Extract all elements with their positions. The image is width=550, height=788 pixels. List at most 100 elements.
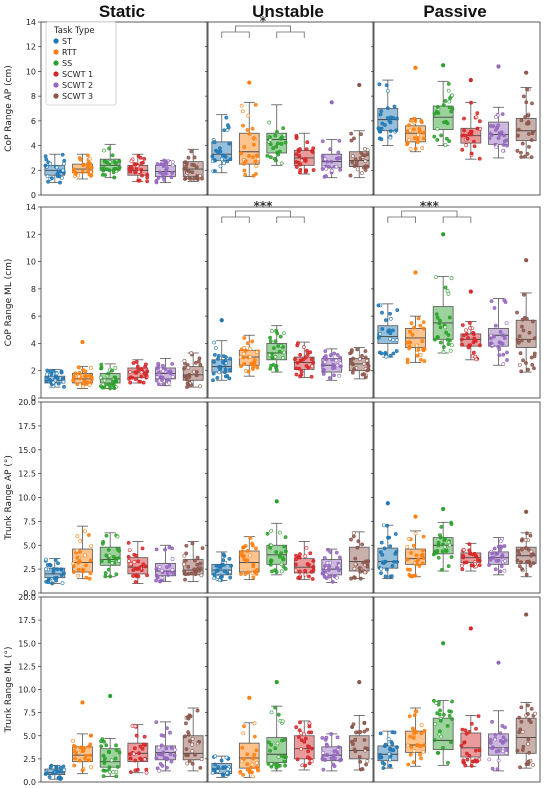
data-point	[241, 351, 246, 356]
box-st	[377, 730, 399, 770]
data-point	[246, 369, 251, 374]
y-tick-label: 6	[31, 117, 36, 126]
data-point	[385, 88, 390, 93]
data-point	[332, 764, 337, 769]
data-point	[211, 371, 216, 376]
data-point	[337, 138, 342, 143]
data-point	[78, 559, 82, 564]
data-point	[157, 370, 161, 375]
panel-trunk-ap-passive	[371, 401, 541, 594]
data-point	[44, 771, 49, 776]
data-point	[188, 739, 192, 744]
box-scwt-3	[348, 715, 370, 772]
data-point	[279, 562, 284, 567]
data-point	[500, 749, 505, 754]
data-point	[185, 385, 189, 389]
data-point	[185, 761, 190, 766]
data-point	[160, 162, 165, 167]
data-point	[307, 730, 311, 735]
data-point	[408, 128, 413, 133]
data-point	[416, 347, 421, 352]
data-point	[447, 713, 452, 718]
data-point	[446, 333, 451, 337]
data-point	[223, 370, 227, 375]
outlier-point	[108, 693, 113, 699]
data-point	[269, 764, 274, 769]
data-point	[222, 161, 226, 166]
data-point	[169, 746, 174, 750]
data-point	[239, 364, 243, 369]
data-point	[221, 558, 226, 562]
data-point	[169, 175, 174, 180]
data-point	[228, 575, 233, 580]
data-point	[184, 375, 189, 380]
data-point	[422, 359, 427, 363]
outlier-point	[329, 100, 334, 105]
data-point	[145, 369, 150, 374]
data-point	[126, 554, 131, 559]
data-point	[504, 751, 509, 755]
data-point	[405, 557, 410, 562]
box-scwt-1	[127, 359, 150, 385]
data-point	[363, 375, 368, 380]
data-point	[84, 575, 89, 580]
data-point	[518, 765, 522, 770]
data-point	[55, 376, 60, 380]
data-point	[253, 103, 258, 107]
data-point	[505, 358, 509, 362]
data-point	[464, 328, 468, 333]
data-point	[329, 168, 334, 173]
data-point	[323, 758, 327, 762]
data-point	[210, 770, 215, 775]
y-tick-label: 2	[31, 367, 36, 376]
data-point	[494, 128, 498, 132]
bracket-right	[442, 216, 472, 223]
data-point	[49, 372, 54, 376]
panel-frame	[207, 21, 374, 196]
data-point	[110, 383, 115, 387]
box-scwt-2	[487, 106, 510, 159]
legend-frame	[45, 21, 117, 106]
data-point	[526, 338, 531, 343]
data-point	[192, 155, 197, 160]
data-point	[138, 744, 143, 749]
data-point	[282, 755, 287, 759]
data-point	[520, 729, 525, 734]
data-point	[215, 574, 220, 579]
data-point	[295, 757, 300, 762]
data-point	[71, 375, 76, 379]
data-point	[106, 371, 111, 376]
data-point	[117, 750, 122, 755]
data-point	[388, 135, 393, 140]
data-point	[446, 291, 451, 296]
data-point	[498, 539, 503, 544]
significance-bracket: ***	[387, 199, 472, 223]
panel-cop-ap-static: 0 2 4 6 8 10 12 14	[26, 18, 208, 200]
data-point	[55, 567, 60, 572]
data-point	[388, 316, 393, 321]
data-point	[76, 567, 81, 572]
data-point	[218, 365, 223, 369]
data-point	[439, 524, 444, 529]
data-point	[51, 569, 56, 574]
data-point	[498, 731, 503, 736]
data-point	[297, 555, 302, 560]
column-title-static: Static	[99, 2, 145, 21]
data-point	[184, 551, 189, 556]
data-point	[159, 568, 164, 573]
data-point	[299, 369, 304, 374]
data-point	[160, 575, 165, 580]
data-point	[297, 728, 302, 733]
data-point	[50, 581, 55, 586]
data-point	[487, 757, 492, 762]
data-point	[251, 756, 255, 761]
data-point	[214, 346, 218, 350]
data-point	[107, 750, 112, 755]
data-point	[251, 367, 255, 371]
data-point	[405, 340, 409, 345]
data-point	[221, 153, 225, 158]
data-point	[532, 336, 537, 341]
data-point	[383, 318, 388, 323]
data-point	[222, 553, 227, 558]
data-point	[56, 381, 61, 386]
